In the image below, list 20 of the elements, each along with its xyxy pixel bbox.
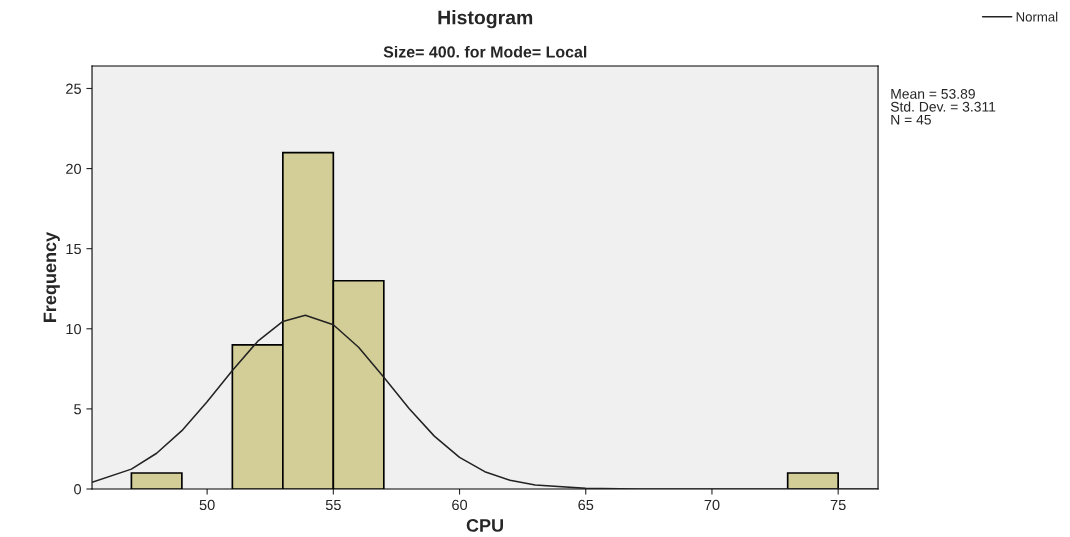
y-tick-label: 15 (66, 243, 81, 255)
y-tick-label: 5 (74, 404, 81, 415)
x-tick-label: 65 (578, 499, 594, 511)
x-tick-label: 70 (704, 499, 720, 511)
text: N = 45 (891, 114, 931, 125)
legend-label: Normal (1016, 11, 1058, 22)
text: Std. Dev. = 3.311 (890, 101, 996, 112)
y-tick-label: 10 (66, 323, 82, 335)
y-tick-label: 0 (74, 484, 82, 495)
x-tick-label: 50 (199, 499, 215, 511)
text: Mean = 53.89 (891, 88, 975, 99)
chart-title: Histogram (438, 10, 533, 29)
x-tick-label: 60 (452, 499, 468, 511)
y-tick-label: 25 (66, 83, 81, 94)
y-axis-title: Frequency (43, 231, 60, 322)
x-tick-label: 55 (325, 499, 341, 511)
x-tick-label: 75 (830, 499, 846, 511)
y-tick-label: 20 (66, 163, 82, 175)
x-axis-title: CPU (466, 519, 503, 532)
chart-subtitle: Size= 400. for Mode= Local (383, 45, 587, 58)
